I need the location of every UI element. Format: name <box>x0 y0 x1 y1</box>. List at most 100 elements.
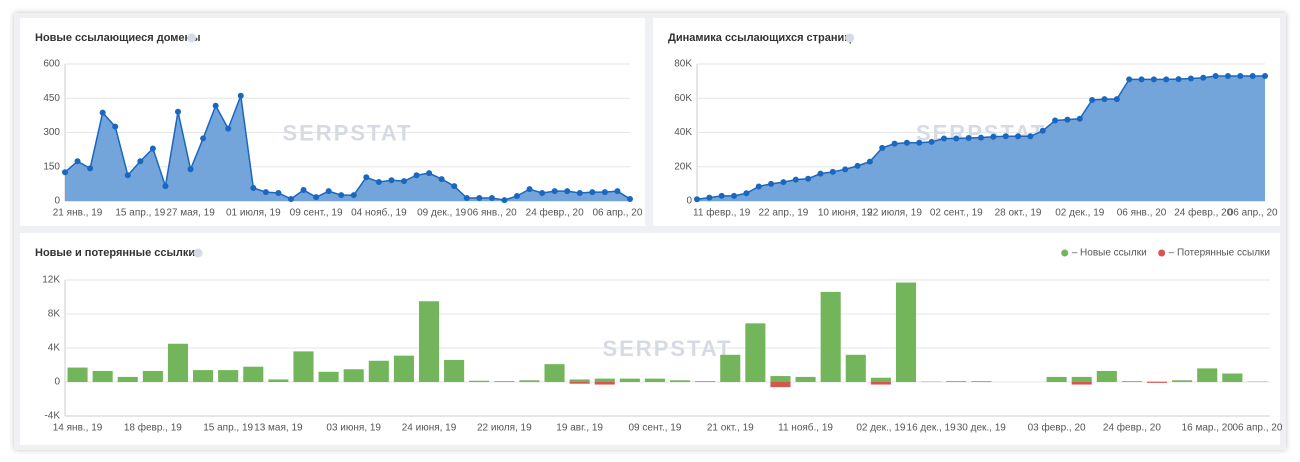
bar <box>1121 381 1142 382</box>
point <box>137 158 144 165</box>
point <box>928 138 935 145</box>
point <box>842 166 849 173</box>
x-tick-label: 04 нояб., 19 <box>351 207 407 219</box>
bar <box>946 381 967 382</box>
bar <box>594 382 615 385</box>
x-tick-label: 13 мая, 19 <box>254 423 303 434</box>
point <box>212 102 219 109</box>
point <box>375 179 382 186</box>
point <box>601 189 608 196</box>
legend-marker <box>1061 249 1069 257</box>
x-tick-label: 06 янв., 20 <box>467 208 517 219</box>
y-tick-label: 0 <box>686 196 692 207</box>
x-tick-label: 22 апр., 19 <box>758 208 808 219</box>
y-tick-label: 450 <box>43 93 60 104</box>
bar <box>971 381 992 382</box>
x-tick-label: 06 янв., 20 <box>1117 208 1167 219</box>
x-tick-label: 15 апр., 19 <box>203 423 253 434</box>
point <box>426 170 433 177</box>
chart-title: Новые ссылающиеся домены <box>35 32 201 44</box>
point <box>112 123 119 130</box>
y-tick-label: 12K <box>42 275 60 286</box>
x-tick-label: 24 февр., 20 <box>1103 422 1161 434</box>
bar <box>1222 373 1243 382</box>
info-icon <box>193 248 203 258</box>
bar <box>544 364 565 382</box>
watermark: SERPSTAT <box>602 336 732 361</box>
point <box>1224 72 1231 79</box>
bar <box>569 382 590 384</box>
bar <box>243 366 264 382</box>
x-tick-label: 24 февр., 20 <box>526 207 584 219</box>
point <box>1076 115 1083 122</box>
bar <box>469 380 490 382</box>
x-tick-label: 03 февр., 20 <box>1028 422 1086 434</box>
point <box>338 192 345 199</box>
point <box>1002 133 1009 140</box>
bar <box>695 381 716 382</box>
x-tick-label: 21 окт., 19 <box>707 423 754 434</box>
bar <box>644 378 665 382</box>
bar <box>619 378 640 382</box>
point <box>589 189 596 196</box>
x-tick-label: 15 апр., 19 <box>115 208 165 219</box>
point <box>706 194 713 201</box>
point <box>1027 133 1034 140</box>
bar <box>92 370 113 382</box>
point <box>1150 76 1157 83</box>
bar <box>444 359 465 382</box>
y-tick-label: 150 <box>43 161 60 172</box>
bar <box>343 369 364 382</box>
point <box>488 195 495 202</box>
x-tick-label: 16 мар., 20 <box>1182 423 1234 434</box>
point <box>476 195 483 202</box>
point <box>237 92 244 99</box>
point <box>501 197 508 204</box>
point <box>1101 96 1108 103</box>
y-tick-label: 40K <box>674 127 692 138</box>
point <box>1064 116 1071 123</box>
x-tick-label: 28 окт., 19 <box>995 208 1042 219</box>
point <box>313 194 320 201</box>
bar <box>745 323 766 382</box>
x-tick-label: 01 июля, 19 <box>226 208 281 219</box>
point <box>829 168 836 175</box>
bar <box>318 371 339 382</box>
point <box>514 192 520 199</box>
point <box>1015 133 1022 140</box>
bar <box>494 381 515 382</box>
x-tick-label: 18 февр., 19 <box>124 422 182 434</box>
x-tick-label: 06 апр., 20 <box>1228 208 1278 219</box>
point <box>74 158 81 165</box>
bar <box>870 377 891 382</box>
bar <box>770 376 791 382</box>
bar <box>519 380 540 382</box>
bar <box>167 343 189 382</box>
bar <box>870 382 891 385</box>
point <box>250 184 257 191</box>
bar <box>720 354 741 382</box>
point <box>1175 76 1182 83</box>
point <box>916 139 923 146</box>
y-tick-label: 8K <box>48 309 61 320</box>
point <box>1262 72 1268 79</box>
bar <box>193 370 214 382</box>
point <box>200 135 207 142</box>
y-tick-label: 600 <box>43 59 60 70</box>
x-tick-label: 10 июня, 19 <box>818 208 873 219</box>
y-tick-label: 0 <box>54 196 60 207</box>
x-tick-label: 24 июня, 19 <box>402 423 457 434</box>
point <box>1187 75 1194 82</box>
point <box>755 183 762 190</box>
point <box>1138 76 1145 83</box>
bar <box>1146 382 1168 383</box>
point <box>978 134 984 141</box>
bar <box>293 351 314 382</box>
point <box>451 183 458 190</box>
point <box>564 188 571 195</box>
x-tick-label: 30 дек., 19 <box>957 423 1007 434</box>
legend-label: – Новые ссылки <box>1072 248 1147 259</box>
point <box>262 189 269 196</box>
x-tick-label: 11 февр., 19 <box>693 207 751 219</box>
point <box>718 192 725 199</box>
